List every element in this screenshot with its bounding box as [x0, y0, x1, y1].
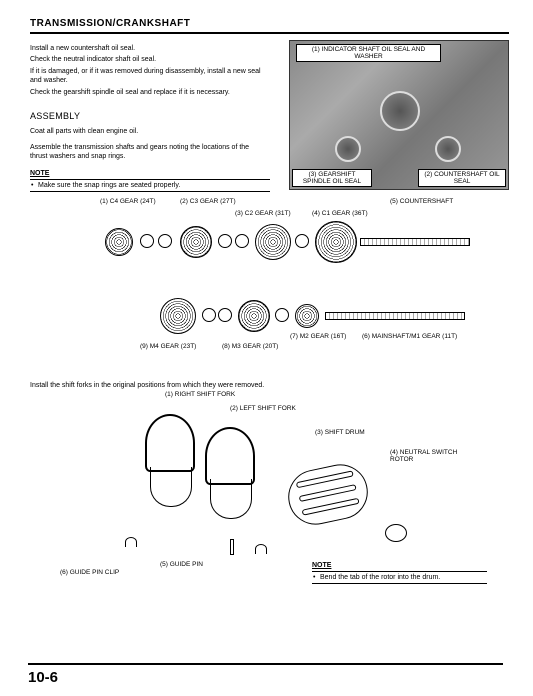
- washer: [275, 308, 289, 322]
- note2-text: Bend the tab of the rotor into the drum.: [312, 574, 487, 581]
- note2-box: Bend the tab of the rotor into the drum.: [312, 571, 487, 584]
- lbl-right-fork: (1) RIGHT SHIFT FORK: [165, 391, 235, 398]
- gear-c4: [105, 228, 133, 256]
- assembly-text: Coat all parts with clean engine oil. As…: [30, 127, 265, 161]
- washer: [202, 308, 216, 322]
- lbl-c3: (2) C3 GEAR (27T): [180, 198, 236, 205]
- washer: [140, 234, 154, 248]
- lbl-guide-clip: (6) GUIDE PIN CLIP: [60, 569, 119, 576]
- gear-m3: [238, 300, 270, 332]
- mainshaft: [325, 312, 465, 320]
- washer: [218, 234, 232, 248]
- right-fork: [145, 414, 195, 472]
- neutral-rotor: [385, 524, 407, 542]
- gear-exploded-diagram: (1) C4 GEAR (24T) (2) C3 GEAR (27T) (3) …: [30, 198, 509, 378]
- clip-shape: [255, 544, 267, 554]
- callout-countershaft-seal: (2) COUNTERSHAFT OIL SEAL: [418, 169, 506, 187]
- lbl-mainshaft: (6) MAINSHAFT/M1 GEAR (11T): [362, 333, 457, 340]
- note2-container: NOTE Bend the tab of the rotor into the …: [312, 562, 487, 584]
- countershaft: [360, 238, 470, 246]
- washer: [218, 308, 232, 322]
- note-text: Make sure the snap rings are seated prop…: [30, 182, 270, 189]
- photo-detail: [380, 91, 420, 131]
- washer: [295, 234, 309, 248]
- washer: [235, 234, 249, 248]
- lbl-m2: (7) M2 GEAR (16T): [290, 333, 346, 340]
- callout-indicator-seal: (1) INDICATOR SHAFT OIL SEAL AND WASHER: [296, 44, 441, 62]
- lbl-c2: (3) C2 GEAR (31T): [235, 210, 291, 217]
- gear-m2: [295, 304, 319, 328]
- photo-detail: [335, 136, 361, 162]
- gear-c3: [180, 226, 212, 258]
- fork-prong: [210, 479, 252, 519]
- callout-gearshift-seal: (3) GEARSHIFT SPINDLE OIL SEAL: [292, 169, 372, 187]
- crankcase-photo: (1) INDICATOR SHAFT OIL SEAL AND WASHER …: [289, 40, 509, 190]
- p2: Check the neutral indicator shaft oil se…: [30, 55, 265, 64]
- note-box: Make sure the snap rings are seated prop…: [30, 179, 270, 192]
- fork-prong: [150, 467, 192, 507]
- lbl-countershaft: (5) COUNTERSHAFT: [390, 198, 453, 205]
- lbl-c4: (1) C4 GEAR (24T): [100, 198, 156, 205]
- install-forks-text: Install the shift forks in the original …: [30, 382, 509, 389]
- guide-pin-shape: [230, 539, 234, 555]
- note2-label: NOTE: [312, 562, 487, 569]
- assembly-p1: Coat all parts with clean engine oil.: [30, 127, 265, 136]
- washer: [158, 234, 172, 248]
- p4: Check the gearshift spindle oil seal and…: [30, 88, 265, 97]
- lbl-m3: (8) M3 GEAR (20T): [222, 343, 278, 350]
- lbl-neutral-rotor: (4) NEUTRAL SWITCH ROTOR: [390, 449, 470, 463]
- gear-c1: [315, 221, 357, 263]
- page-number: 10-6: [28, 663, 503, 686]
- lbl-c1: (4) C1 GEAR (36T): [312, 210, 368, 217]
- page-header: TRANSMISSION/CRANKSHAFT: [30, 18, 509, 34]
- assembly-p2: Assemble the transmission shafts and gea…: [30, 143, 265, 162]
- drum-groove: [302, 497, 360, 515]
- p1: Install a new countershaft oil seal.: [30, 44, 265, 53]
- lbl-m4: (9) M4 GEAR (23T): [140, 343, 196, 350]
- lbl-left-fork: (2) LEFT SHIFT FORK: [230, 405, 296, 412]
- p3: If it is damaged, or if it was removed d…: [30, 67, 265, 86]
- left-fork: [205, 427, 255, 485]
- clip-shape: [125, 537, 137, 547]
- fork-exploded-diagram: (1) RIGHT SHIFT FORK (2) LEFT SHIFT FORK…: [30, 389, 509, 599]
- intro-paragraphs: Install a new countershaft oil seal. Che…: [30, 44, 265, 97]
- lbl-shift-drum: (3) SHIFT DRUM: [315, 429, 365, 436]
- photo-detail: [435, 136, 461, 162]
- gear-m4: [160, 298, 196, 334]
- gear-c2: [255, 224, 291, 260]
- lbl-guide-pin: (5) GUIDE PIN: [160, 561, 203, 568]
- shift-drum: [283, 459, 373, 529]
